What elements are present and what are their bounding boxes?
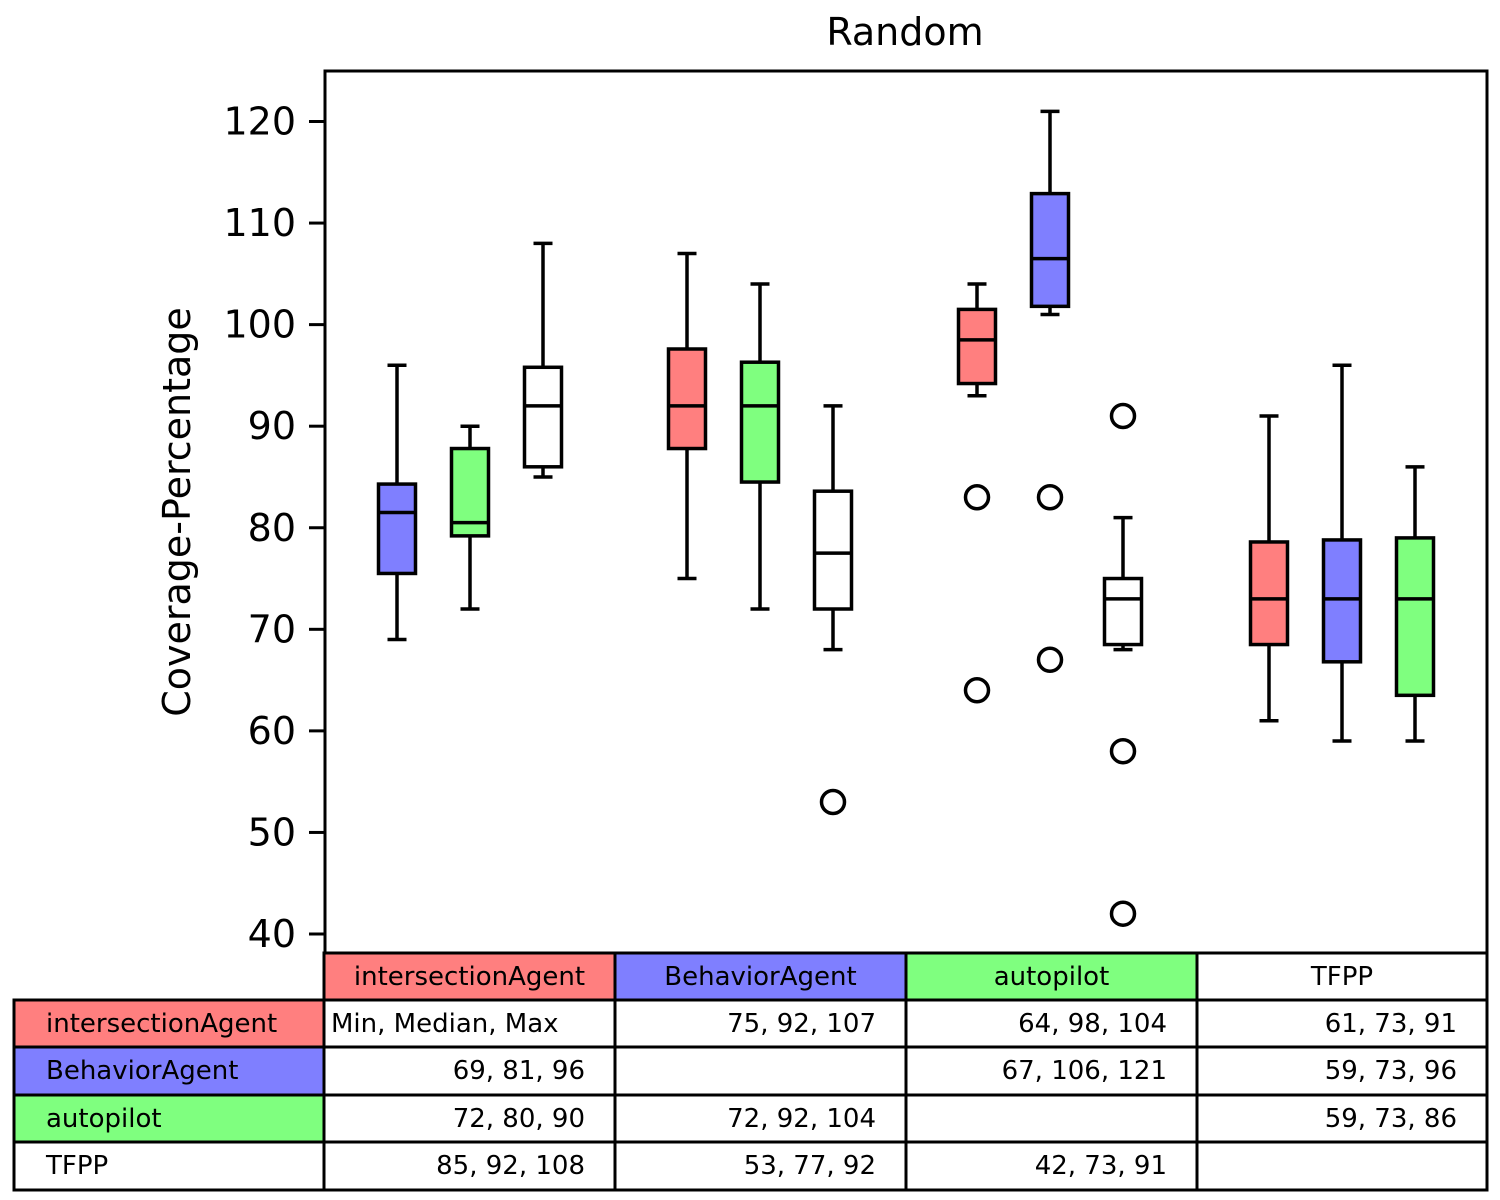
y-tick-label: 90 xyxy=(248,404,296,448)
box-iqr xyxy=(739,360,781,484)
y-tick-label: 110 xyxy=(223,201,296,245)
box-series xyxy=(376,109,1436,927)
plot-area-frame xyxy=(323,69,1489,955)
table-cell-text: 42, 73, 91 xyxy=(1035,1151,1167,1181)
box-autopilot-BehaviorAgent xyxy=(1029,109,1071,674)
box-autopilot-TFPP xyxy=(1102,402,1144,927)
table-cell-text: 75, 92, 107 xyxy=(727,1009,876,1039)
table-col-header-cell xyxy=(904,951,1199,1002)
table-col-header: autopilot xyxy=(994,962,1110,992)
table-cell-text: 67, 106, 121 xyxy=(1002,1056,1167,1086)
table-row-header: intersectionAgent xyxy=(46,1009,277,1039)
table-row-header: autopilot xyxy=(46,1104,162,1134)
table-cell xyxy=(904,1140,1199,1192)
y-axis-label: Coverage-Percentage xyxy=(155,307,199,717)
box-iqr xyxy=(1394,536,1436,698)
table-cell xyxy=(322,998,617,1049)
y-tick-label: 70 xyxy=(248,607,296,651)
table-col-header: intersectionAgent xyxy=(354,962,585,992)
table-cell xyxy=(904,1045,1199,1097)
box-iqr xyxy=(956,307,998,386)
y-tick-label: 60 xyxy=(248,709,296,753)
table-cell xyxy=(1195,1140,1489,1192)
table-cell xyxy=(322,1045,617,1097)
table-cell xyxy=(613,1045,908,1097)
box-BehaviorAgent-TFPP xyxy=(812,404,854,816)
table-cell-text: 72, 80, 90 xyxy=(453,1104,585,1134)
table-cell-text: Min, Median, Max xyxy=(331,1009,559,1039)
table-row-header: BehaviorAgent xyxy=(46,1056,238,1086)
box-iqr xyxy=(666,347,708,451)
box-iqr xyxy=(812,489,854,611)
outlier-point xyxy=(963,677,991,704)
box-TFPP-BehaviorAgent xyxy=(1321,363,1363,743)
y-axis-ticks: 40 50 60 70 80 90 100 110 120 xyxy=(223,100,325,956)
summary-table: intersectionAgent BehaviorAgent autopilot T… xyxy=(12,951,1489,1192)
box-intersectionAgent-TFPP xyxy=(522,241,564,479)
box-TFPP-autopilot xyxy=(1394,465,1436,743)
y-tick-label: 120 xyxy=(223,100,296,144)
table-cell-text: 69, 81, 96 xyxy=(453,1056,585,1086)
box-intersectionAgent-autopilot xyxy=(449,424,491,611)
y-tick-label: 50 xyxy=(248,810,296,854)
table-cell-text: 64, 98, 104 xyxy=(1018,1009,1167,1039)
y-tick-label: 100 xyxy=(223,303,296,347)
chart-title: Random xyxy=(826,10,983,54)
table-col-header: BehaviorAgent xyxy=(664,962,856,992)
box-iqr xyxy=(1248,540,1290,647)
table-cell-text: 59, 73, 96 xyxy=(1325,1056,1457,1086)
table-cell xyxy=(322,1140,617,1192)
table-cell-text: 53, 77, 92 xyxy=(744,1151,876,1181)
table-cell xyxy=(904,1093,1199,1144)
table-cell-text: 59, 73, 86 xyxy=(1325,1104,1457,1134)
box-intersectionAgent-BehaviorAgent xyxy=(376,363,418,642)
box-iqr xyxy=(1102,576,1144,647)
box-BehaviorAgent-autopilot xyxy=(739,282,781,611)
outlier-point xyxy=(1036,484,1064,511)
outlier-point xyxy=(1109,402,1137,430)
box-autopilot-intersectionAgent xyxy=(956,282,998,704)
box-BehaviorAgent-intersectionAgent xyxy=(666,251,708,581)
outlier-point xyxy=(819,788,847,816)
outlier-point xyxy=(1109,737,1137,765)
box-iqr xyxy=(522,365,564,469)
outlier-point xyxy=(1109,900,1137,927)
table-cell xyxy=(1195,1093,1489,1144)
y-tick-label: 80 xyxy=(248,506,296,550)
table-col-header: TFPP xyxy=(1310,962,1373,992)
table-cell-text: 72, 92, 104 xyxy=(727,1104,876,1134)
table-col-header-cell xyxy=(613,951,908,1002)
table-cell xyxy=(904,998,1199,1049)
box-iqr xyxy=(1029,191,1071,309)
box-iqr xyxy=(376,482,418,576)
box-TFPP-intersectionAgent xyxy=(1248,414,1290,723)
table-row-header: TFPP xyxy=(45,1151,108,1181)
y-tick-label: 40 xyxy=(248,912,296,956)
box-iqr xyxy=(1321,538,1363,664)
outlier-point xyxy=(1036,646,1064,674)
table-cell-text: 61, 73, 91 xyxy=(1325,1009,1457,1039)
table-cell-text: 85, 92, 108 xyxy=(436,1151,585,1181)
outlier-point xyxy=(963,484,991,511)
table-cell xyxy=(613,1140,908,1192)
